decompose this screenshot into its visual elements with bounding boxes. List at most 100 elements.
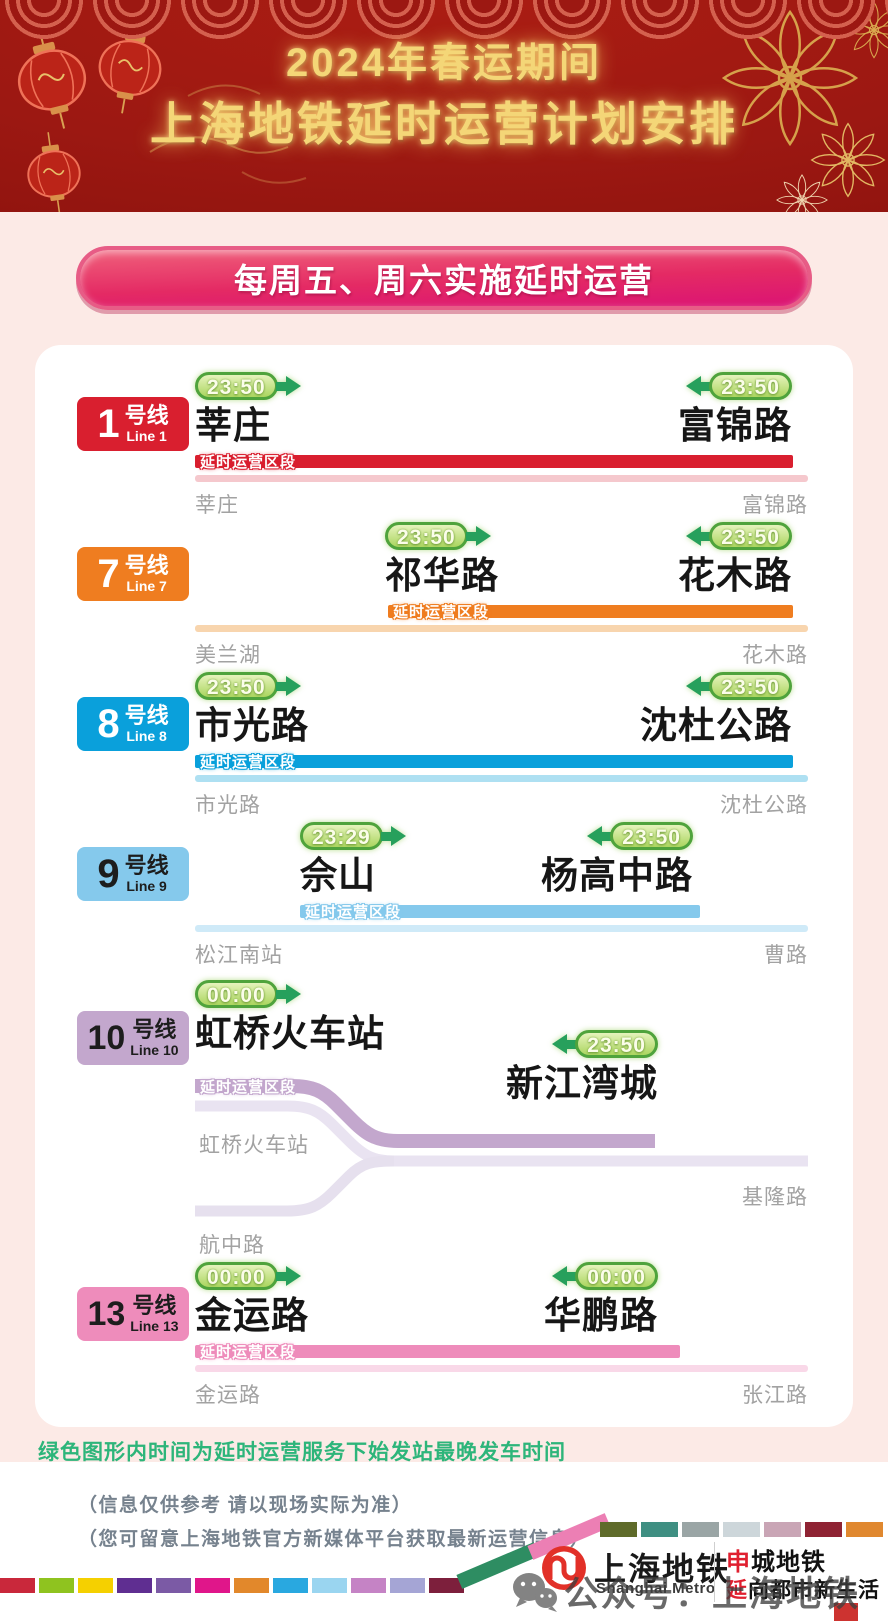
extended-segment-line	[195, 1345, 680, 1358]
red-corner-mark	[834, 1603, 858, 1621]
last-train-time-badge: 23:50	[385, 521, 491, 551]
station-name: 沈杜公路	[640, 705, 792, 746]
line-1-section: 1 号线 Line 1 23:50 莘庄 23:50 富锦路	[77, 371, 808, 521]
arrow-right-icon	[275, 1266, 301, 1286]
last-train-time-badge: 23:50	[686, 371, 792, 401]
last-train-time-badge: 23:50	[195, 371, 301, 401]
full-route-line	[195, 1365, 808, 1372]
line-13-section: 13 号线 Line 13 00:00 金运路 00:00 华鹏路	[77, 1261, 808, 1411]
poster-header: 2024年春运期间 上海地铁延时运营计划安排	[0, 0, 888, 212]
extended-segment-line	[388, 605, 793, 618]
line-number: 8	[97, 702, 120, 746]
station-name: 市光路	[195, 705, 309, 746]
right-station-group: 23:50 新江湾城	[506, 1029, 658, 1106]
extended-segment-label: 延时运营区段	[200, 1344, 297, 1361]
station-name: 新江湾城	[506, 1063, 658, 1104]
arrow-left-icon	[587, 826, 613, 846]
metro-color-strip-upper	[600, 1522, 883, 1537]
arrow-right-icon	[465, 526, 491, 546]
left-station-group: 00:00 虹桥火车站	[195, 979, 385, 1056]
station-name: 花木路	[678, 555, 792, 596]
left-station-group: 23:29 佘山	[300, 821, 406, 898]
arrow-left-icon	[552, 1266, 578, 1286]
last-train-time-badge: 00:00	[195, 979, 301, 1009]
line-number: 7	[97, 552, 120, 596]
brand-line2: 延向都市新生活	[726, 1574, 880, 1604]
terminal-labels: 美兰湖 花木路	[195, 639, 808, 669]
green-time-note: 绿色图形内时间为延时运营服务下始发站最晚发车时间	[38, 1441, 566, 1464]
terminal-right: 花木路	[742, 644, 808, 667]
terminal-left: 美兰湖	[195, 644, 261, 667]
last-train-time-badge: 23:29	[300, 821, 406, 851]
left-station-group: 23:50 莘庄	[195, 371, 301, 448]
last-train-time-badge: 00:00	[552, 1261, 658, 1291]
line-9-badge: 9 号线 Line 9	[77, 847, 189, 901]
footer-divider	[714, 1542, 715, 1602]
arrow-right-icon	[380, 826, 406, 846]
disclaimer-line2: （您可留意上海地铁官方新媒体平台获取最新运营信息）	[78, 1529, 591, 1550]
line-number: 1	[97, 402, 120, 446]
full-route-line	[195, 625, 808, 632]
terminal-left: 市光路	[195, 794, 261, 817]
arrow-left-icon	[552, 1034, 578, 1054]
terminal-labels: 市光路 沈杜公路	[195, 789, 808, 819]
terminal-right: 张江路	[742, 1384, 808, 1407]
right-station-group: 00:00 华鹏路	[544, 1261, 658, 1338]
line-unit: 号线	[124, 703, 169, 728]
line-10-badge: 10 号线 Line 10	[77, 1011, 189, 1065]
terminal-right: 沈杜公路	[720, 794, 808, 817]
station-name: 金运路	[195, 1295, 309, 1336]
line-10-branch-diagram	[195, 1079, 808, 1217]
time-pill: 00:00	[195, 980, 278, 1008]
shanghai-metro-logo	[542, 1546, 586, 1590]
right-station-group: 23:50 富锦路	[678, 371, 792, 448]
branch-route-line	[195, 1155, 395, 1217]
line-1-badge: 1 号线 Line 1	[77, 397, 189, 451]
line-unit: 号线	[132, 1293, 177, 1318]
cloud-swirl	[149, 136, 289, 154]
station-name: 华鹏路	[544, 1295, 658, 1336]
line-13-badge: 13 号线 Line 13	[77, 1287, 189, 1341]
time-pill: 00:00	[575, 1262, 658, 1290]
time-pill: 23:50	[709, 522, 792, 550]
arrow-right-icon	[275, 984, 301, 1004]
extended-segment-line	[300, 905, 700, 918]
header-decorations	[5, 1, 888, 212]
flower-icon	[776, 174, 828, 212]
station-name: 虹桥火车站	[195, 1013, 385, 1054]
line-unit: 号线	[124, 853, 169, 878]
brand-rest: 向都市新生活	[748, 1579, 880, 1602]
full-route-line	[195, 775, 808, 782]
extended-segment-line	[195, 755, 793, 768]
time-pill: 00:00	[195, 1262, 278, 1290]
line-8-section: 8 号线 Line 8 23:50 市光路 23:50 沈杜公路	[77, 671, 808, 821]
station-name: 富锦路	[678, 405, 792, 446]
time-pill: 23:29	[300, 822, 383, 850]
terminal-left: 莘庄	[195, 494, 239, 517]
scallop-border	[0, 0, 888, 44]
line-7-badge: 7 号线 Line 7	[77, 547, 189, 601]
extended-segment-line	[195, 1079, 655, 1148]
right-station-group: 23:50 杨高中路	[541, 821, 693, 898]
metro-logo-cn: 上海地铁	[594, 1551, 731, 1587]
arrow-left-icon	[686, 526, 712, 546]
terminal-right: 富锦路	[742, 494, 808, 517]
brand-rest: 城地铁	[751, 1549, 826, 1576]
last-train-time-badge: 23:50	[686, 671, 792, 701]
line-name-en: Line 1	[126, 428, 167, 444]
terminal-labels: 松江南站 曹路	[195, 939, 808, 969]
poster-title-line2: 上海地铁延时运营计划安排	[150, 98, 738, 150]
schedule-banner: 每周五、周六实施延时运营	[76, 246, 812, 310]
schedule-card: 1 号线 Line 1 23:50 莘庄 23:50 富锦路	[35, 345, 853, 1427]
terminal-labels: 金运路 张江路	[195, 1379, 808, 1409]
extended-segment-label: 延时运营区段	[393, 604, 490, 621]
last-train-time-badge: 23:50	[552, 1029, 658, 1059]
poster-footer: （信息仅供参考 请以现场实际为准） （您可留意上海地铁官方新媒体平台获取最新运营…	[0, 1462, 888, 1623]
time-pill: 23:50	[709, 672, 792, 700]
line-7-section: 7 号线 Line 7 23:50 祁华路 23:50 花木路	[77, 521, 808, 671]
arrow-left-icon	[686, 376, 712, 396]
line-8-badge: 8 号线 Line 8	[77, 697, 189, 751]
arrow-right-icon	[275, 376, 301, 396]
extended-segment-line	[195, 455, 793, 468]
brand-line1: 申城地铁	[726, 1542, 826, 1577]
